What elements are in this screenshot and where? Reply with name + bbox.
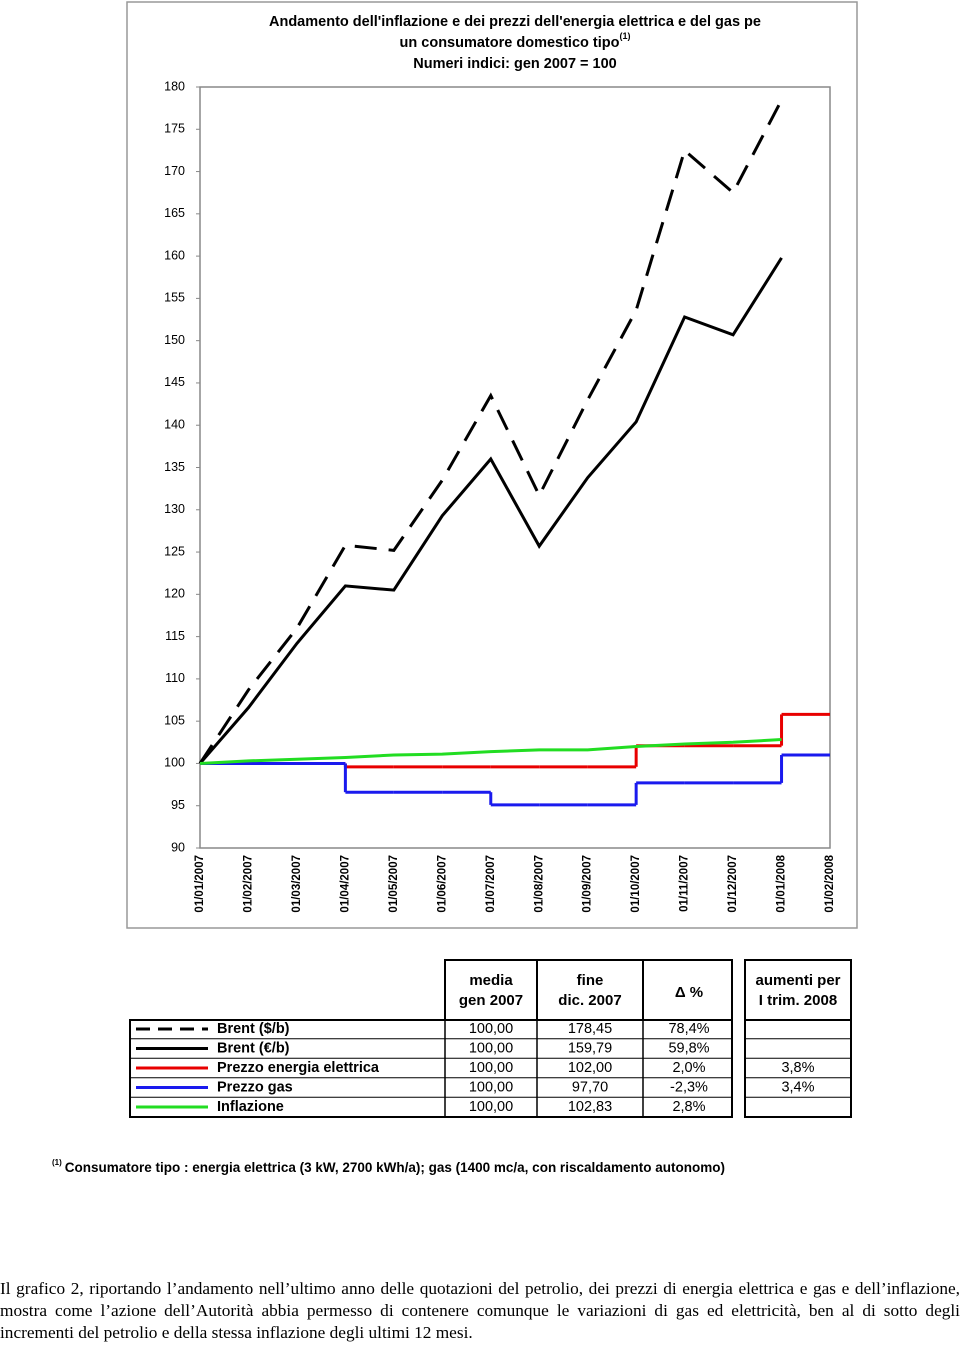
table-cell: 100,00 <box>469 1060 513 1076</box>
y-tick-label: 120 <box>164 587 185 601</box>
y-tick-label: 170 <box>164 164 185 178</box>
plot-area <box>199 86 831 849</box>
table-header: fine <box>577 972 604 989</box>
chart-title-line: Andamento dell'inflazione e dei prezzi d… <box>269 14 761 30</box>
legend-label: Brent ($/b) <box>217 1021 290 1037</box>
x-tick-label: 01/01/2008 <box>776 854 788 912</box>
series-line <box>199 738 782 765</box>
table-cell: 3,4% <box>781 1079 814 1095</box>
y-tick-label: 150 <box>164 333 185 347</box>
legend-label: Inflazione <box>217 1099 284 1115</box>
y-tick-label: 175 <box>164 122 185 136</box>
chart-title-line: un consumatore domestico tipo <box>400 35 620 51</box>
title-note: (1) <box>619 31 630 41</box>
table-cell: -2,3% <box>670 1079 708 1095</box>
chart-title-line: Numeri indici: gen 2007 = 100 <box>413 56 617 72</box>
table-body <box>129 1019 733 1118</box>
x-tick-label: 01/11/2007 <box>679 855 691 912</box>
x-tick-label: 01/04/2007 <box>339 855 351 913</box>
chart: Andamento dell'inflazione e dei prezzi d… <box>52 1 858 1175</box>
table-cell: 59,8% <box>668 1040 709 1056</box>
y-tick-label: 90 <box>171 840 185 854</box>
y-tick-label: 180 <box>164 79 185 93</box>
table-header-cell <box>444 959 538 1021</box>
x-tick-label: 01/02/2008 <box>824 854 836 912</box>
y-tick-label: 115 <box>165 629 185 643</box>
x-tick-label: 01/12/2007 <box>727 855 739 913</box>
table-cell: 100,00 <box>469 1099 513 1115</box>
chart-title: Numeri indici: gen 2007 = 100 <box>413 56 617 72</box>
chart-title: Andamento dell'inflazione e dei prezzi d… <box>269 14 761 30</box>
y-tick-label: 135 <box>164 460 185 474</box>
footnote-mark: (1) <box>52 1158 62 1167</box>
table-header: aumenti per <box>755 972 840 989</box>
x-tick-label: 01/07/2007 <box>485 855 497 913</box>
table-cell: 100,00 <box>469 1021 513 1037</box>
table-cell: 78,4% <box>668 1021 709 1037</box>
y-tick-label: 165 <box>164 206 185 220</box>
footnote-text: Consumatore tipo : energia elettrica (3 … <box>65 1160 725 1175</box>
legend-label: Prezzo energia elettrica <box>217 1060 380 1076</box>
x-tick-label: 01/03/2007 <box>291 855 303 913</box>
x-tick-label: 01/06/2007 <box>436 855 448 913</box>
table-header: Δ % <box>675 984 703 1001</box>
series-line <box>198 257 783 765</box>
series-line <box>198 99 783 765</box>
table-cell: 100,00 <box>469 1079 513 1095</box>
paragraph: Il grafico 2, riportando l’andamento nel… <box>0 1279 960 1342</box>
table-header-cell <box>536 959 644 1021</box>
x-tick-label: 01/09/2007 <box>582 855 594 913</box>
y-tick-label: 110 <box>165 671 185 685</box>
y-tick-label: 145 <box>164 375 185 389</box>
table-header: dic. 2007 <box>558 992 621 1009</box>
table-cell: 178,45 <box>568 1021 612 1037</box>
table-cell: 102,00 <box>568 1060 612 1076</box>
y-tick-label: 95 <box>171 798 185 812</box>
y-tick-label: 105 <box>164 713 185 727</box>
table-cell: 2,8% <box>672 1099 705 1115</box>
y-tick-label: 155 <box>164 291 185 305</box>
legend-label: Prezzo gas <box>217 1079 293 1095</box>
table-cell: 97,70 <box>572 1079 608 1095</box>
x-tick-label: 01/10/2007 <box>630 855 642 913</box>
table-header: gen 2007 <box>459 992 523 1009</box>
x-tick-label: 01/08/2007 <box>533 855 545 913</box>
table-cell: 102,83 <box>568 1099 612 1115</box>
y-tick-label: 130 <box>164 502 185 516</box>
x-tick-label: 01/02/2007 <box>242 855 254 913</box>
y-tick-label: 125 <box>164 544 185 558</box>
table-header: I trim. 2008 <box>759 992 837 1009</box>
x-tick-label: 01/01/2007 <box>194 855 206 913</box>
table-header-cell <box>744 959 852 1021</box>
y-tick-label: 140 <box>164 418 185 432</box>
y-tick-label: 160 <box>164 248 185 262</box>
footnote: (1) Consumatore tipo : energia elettrica … <box>52 1158 725 1174</box>
chart-frame <box>126 1 858 929</box>
table-header: media <box>469 972 513 989</box>
chart-title: un consumatore domestico tipo(1) <box>400 31 631 50</box>
x-tick-label: 01/05/2007 <box>388 855 400 913</box>
table-cell: 159,79 <box>568 1040 612 1056</box>
legend-label: Brent (€/b) <box>217 1040 290 1056</box>
table-cell: 2,0% <box>672 1060 705 1076</box>
y-tick-label: 100 <box>164 756 185 770</box>
table-cell: 3,8% <box>781 1060 814 1076</box>
table-cell: 100,00 <box>469 1040 513 1056</box>
table-body <box>744 1019 852 1118</box>
